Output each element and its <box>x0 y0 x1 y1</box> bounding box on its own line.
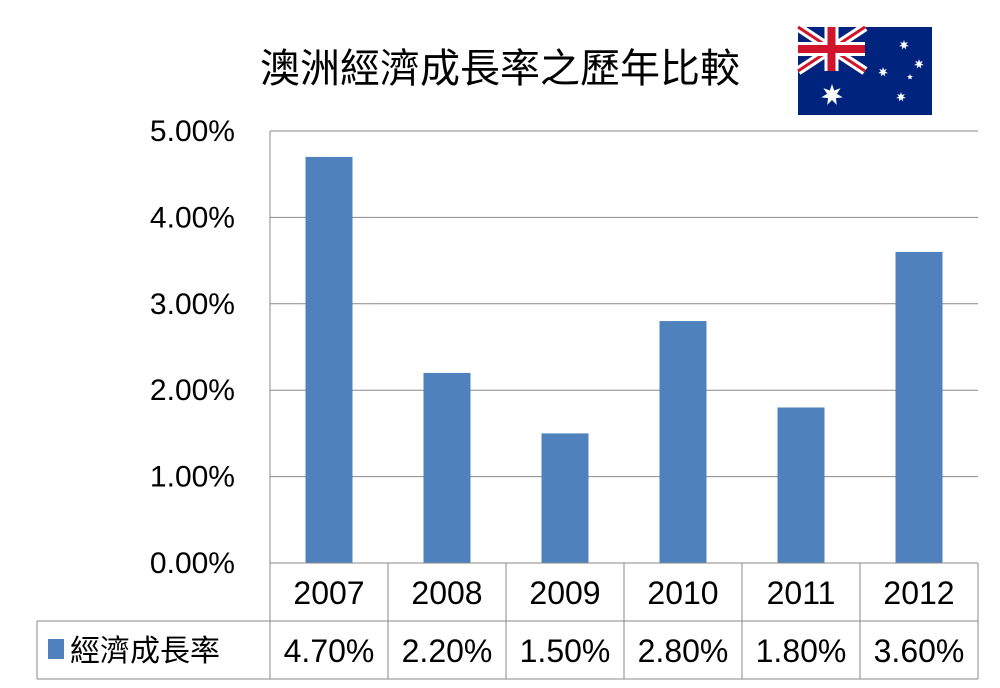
data-table: 2007 2008 2009 2010 2011 2012 4.70% 2.20% 1.50% 2… <box>36 562 979 680</box>
bar <box>659 321 707 563</box>
chart-title: 澳洲經濟成長率之歷年比較 <box>260 46 740 92</box>
y-tick-label: 1.00% <box>150 461 235 494</box>
y-tick-label: 4.00% <box>150 201 235 234</box>
y-tick-label: 5.00% <box>150 115 235 148</box>
bar <box>541 433 589 563</box>
bar <box>423 372 471 563</box>
data-label: 4.70% <box>284 633 375 669</box>
data-label: 1.80% <box>756 633 847 669</box>
bars <box>305 156 943 564</box>
data-label: 3.60% <box>874 633 965 669</box>
y-tick-label: 0.00% <box>150 547 235 580</box>
x-tick-label: 2010 <box>647 575 718 611</box>
y-axis-ticks: 0.00% 1.00% 2.00% 3.00% 4.00% 5.00% <box>150 115 235 580</box>
legend-swatch <box>48 639 64 659</box>
x-tick-label: 2008 <box>411 575 482 611</box>
data-label: 2.20% <box>402 633 493 669</box>
bar <box>777 407 825 563</box>
bar <box>305 156 353 564</box>
x-tick-label: 2009 <box>529 575 600 611</box>
x-tick-label: 2007 <box>293 575 364 611</box>
y-tick-label: 2.00% <box>150 374 235 407</box>
y-tick-label: 3.00% <box>150 288 235 321</box>
x-tick-label: 2011 <box>767 575 836 611</box>
data-label: 2.80% <box>638 633 729 669</box>
australian-flag-icon <box>795 23 932 115</box>
legend-label: 經濟成長率 <box>70 634 220 669</box>
x-tick-label: 2012 <box>883 575 954 611</box>
data-label: 1.50% <box>520 633 611 669</box>
bar <box>895 251 943 563</box>
gridlines <box>269 130 978 564</box>
